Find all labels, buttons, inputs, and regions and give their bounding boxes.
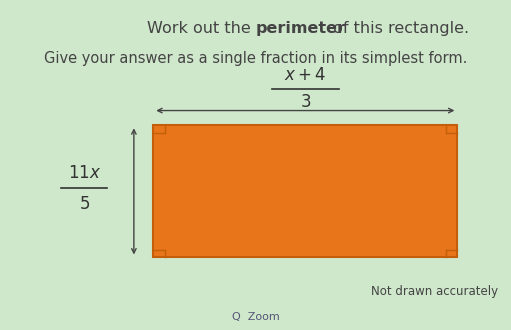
Text: $3$: $3$: [299, 94, 311, 111]
Text: Give your answer as a single fraction in its simplest form.: Give your answer as a single fraction in…: [44, 51, 467, 66]
Text: of this rectangle.: of this rectangle.: [328, 21, 469, 36]
Text: Q  Zoom: Q Zoom: [231, 312, 280, 322]
Text: $5$: $5$: [79, 196, 90, 213]
Text: perimeter: perimeter: [256, 21, 345, 36]
Bar: [153, 125, 457, 257]
Text: Work out the: Work out the: [147, 21, 256, 36]
Text: $11x$: $11x$: [68, 165, 101, 182]
Text: Not drawn accurately: Not drawn accurately: [371, 285, 498, 298]
Text: $x+4$: $x+4$: [284, 67, 327, 84]
